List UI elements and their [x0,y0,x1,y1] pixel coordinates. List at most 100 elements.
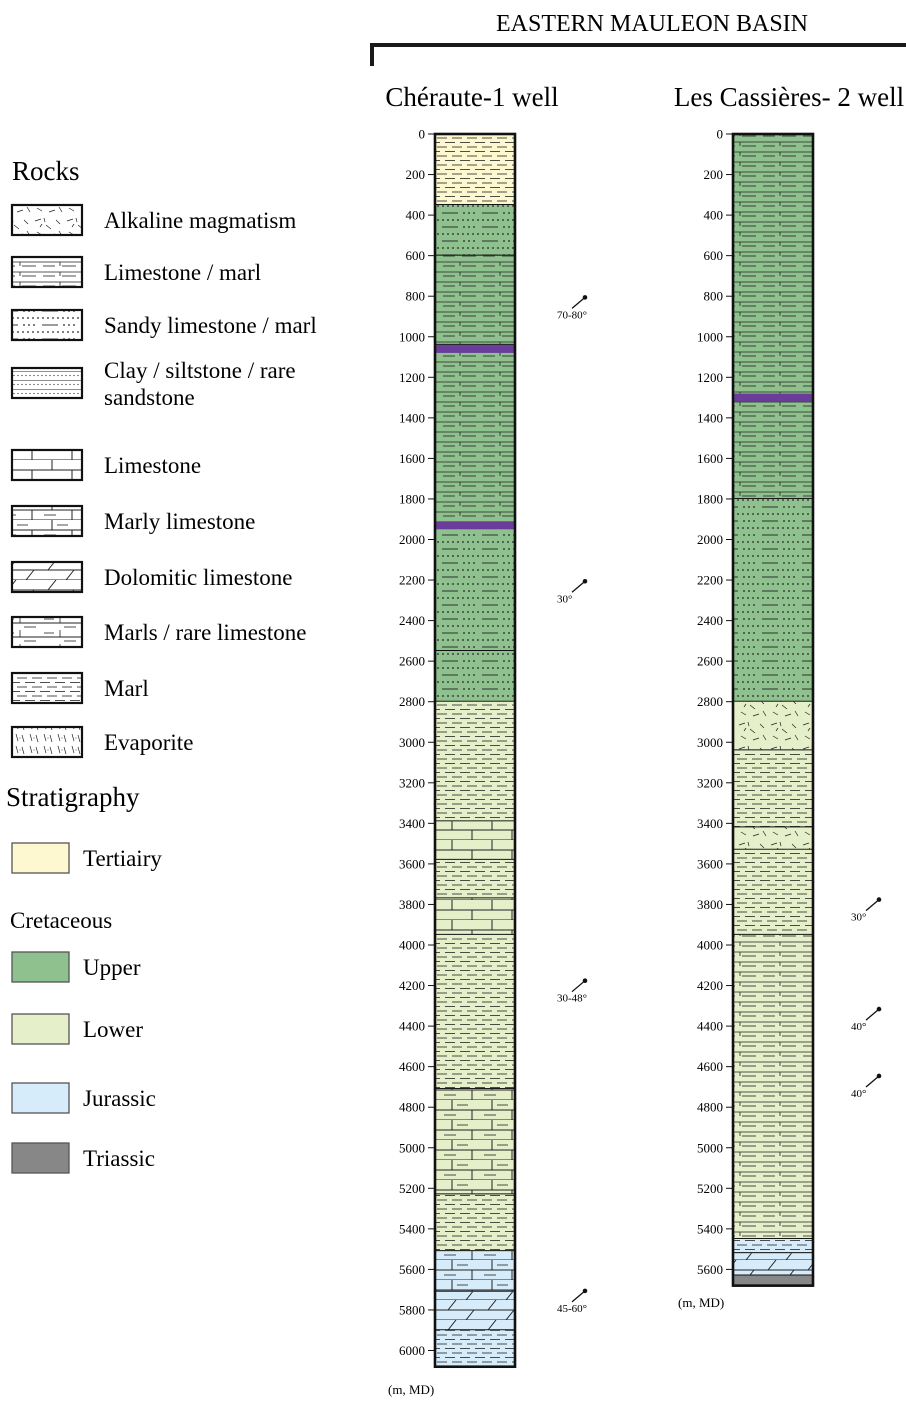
depth-tick-label: 4200 [697,978,723,993]
legend-strat-lower: Lower [11,1013,143,1045]
cheraute-1-well-title: Chéraute-1 well [385,82,558,112]
legend-rock-label: Marls / rare limestone [104,620,306,645]
depth-tick-label: 5000 [697,1140,723,1155]
depth-tick-label: 2800 [399,694,425,709]
legend-rock-marls-rare: Marls / rare limestone [10,615,306,649]
interval-lower-marl [435,859,515,900]
depth-tick-label: 5400 [697,1221,723,1236]
interval-jurassic-marl [435,1330,515,1368]
well-column-body [433,132,517,1369]
depth-tick-label: 4000 [697,938,723,953]
depth-tick-label: 1800 [697,491,723,506]
depth-tick-label: 1200 [399,370,425,385]
legend-rock-label: Limestone / marl [104,260,261,285]
depth-tick-label: 2200 [399,573,425,588]
interval-upper-limestone-marl [435,255,515,346]
depth-tick-label: 1400 [697,410,723,425]
depth-tick-label: 4800 [399,1100,425,1115]
legend-rock-limestone: Limestone [10,448,201,482]
depth-tick-label: 3400 [399,816,425,831]
well-column-body [731,132,815,1287]
depth-tick-label: 200 [704,167,724,182]
dip-symbol: 30-48° [557,978,588,1005]
depth-tick-label: 600 [704,248,724,263]
legend-rock-dolomitic: Dolomitic limestone [10,560,292,594]
legend-strat-triassic: Triassic [11,1142,155,1174]
les-cassieres-2-well-column: Les Cassières- 2 well (m, MD) 0 200 400 600… [674,82,904,1310]
legend-rock-label: Marl [104,676,149,701]
depth-tick-label: 400 [406,208,426,223]
legend-strat-jurassic: Jurassic [11,1082,156,1114]
legend-strat-label: Lower [83,1017,143,1042]
interval-lower-marl [733,750,813,829]
depth-tick-label: 1000 [697,329,723,344]
depth-tick-label: 1400 [399,410,425,425]
depth-tick-label: 3400 [697,816,723,831]
interval-lower-marl [435,934,515,1090]
dip-symbol: 30° [851,897,882,924]
well-column-outline [731,132,815,1287]
legend-rock-sandy-limestone: Sandy limestone / marl [10,308,317,342]
dip-label: 30-48° [557,993,587,1005]
legend: Rocks Alkaline magmatism Limestone / marl… [6,156,317,1174]
interval-lower-limestone [435,821,515,861]
depth-tick-label: 4000 [399,938,425,953]
dip-arrow-icon [571,1290,586,1303]
legend-strat-upper: Upper [11,951,141,983]
interval-upper-limestone-marl [733,134,813,500]
depth-tick-label: 5000 [399,1140,425,1155]
legend-rock-limestone-marl: Limestone / marl [10,255,261,289]
legend-strat-swatch [11,1082,70,1114]
depth-tick-label: 1200 [697,370,723,385]
dip-arrow-icon [571,296,586,309]
dip-symbol: 70-80° [557,295,588,321]
legend-strat-swatch [11,1142,70,1174]
stratigraphy-heading: Stratigraphy [6,782,140,812]
dip-symbol: 30° [557,578,588,605]
marker-horizon [435,521,515,530]
legend-strat-swatch [11,951,70,983]
legend-rock-label: Alkaline magmatism [104,208,296,233]
depth-tick-label: 3200 [697,775,723,790]
legend-strat-swatch [11,1013,70,1045]
depth-tick-label: 800 [406,289,426,304]
stratigraphy-legend: Tertiairy Upper Lower Jurassic Triassic [11,842,162,1174]
depth-tick-label: 5200 [697,1181,723,1196]
interval-lower-marl [435,1194,515,1253]
legend-strat-label: Jurassic [83,1086,156,1111]
legend-swatch [10,671,84,705]
depth-tick-label: 4400 [697,1019,723,1034]
interval-lower-alkaline [733,701,813,752]
interval-jurassic-marl [733,1238,813,1255]
depth-tick-label: 2200 [697,573,723,588]
depth-tick-label: 4600 [399,1059,425,1074]
les-cassieres-2-well-title: Les Cassières- 2 well [674,82,904,112]
interval-jurassic-dolomitic [435,1291,515,1332]
interval-triassic-none [733,1275,813,1287]
legend-rock-clay: Clay / siltstone / rare sandstone [10,358,296,410]
depth-tick-label: 2000 [399,532,425,547]
legend-strat-tertiary: Tertiairy [11,842,162,874]
depth-tick-label: 6000 [399,1343,425,1358]
dip-arrow-icon [865,1075,880,1088]
depth-tick-label: 2600 [399,654,425,669]
legend-rock-label: Limestone [104,453,201,478]
dip-annotations: 70-80° 30° 30-48° 45-60° [557,295,588,1315]
rocks-heading: Rocks [12,156,80,186]
cretaceous-heading: Cretaceous [10,908,112,933]
depth-tick-label: 400 [704,208,724,223]
depth-tick-label: 1000 [399,329,425,344]
legend-rock-label: Dolomitic limestone [104,565,292,590]
legend-swatch [10,366,84,400]
dip-symbol: 45-60° [557,1288,588,1315]
marker-horizon [733,393,813,402]
legend-swatch [10,255,84,289]
depth-tick-label: 3800 [399,897,425,912]
depth-tick-label: 4200 [399,978,425,993]
legend-swatch [10,203,84,237]
depth-tick-label: 2000 [697,532,723,547]
depth-tick-label: 1600 [399,451,425,466]
legend-strat-swatch [11,842,70,874]
dip-label: 40° [851,1021,866,1033]
